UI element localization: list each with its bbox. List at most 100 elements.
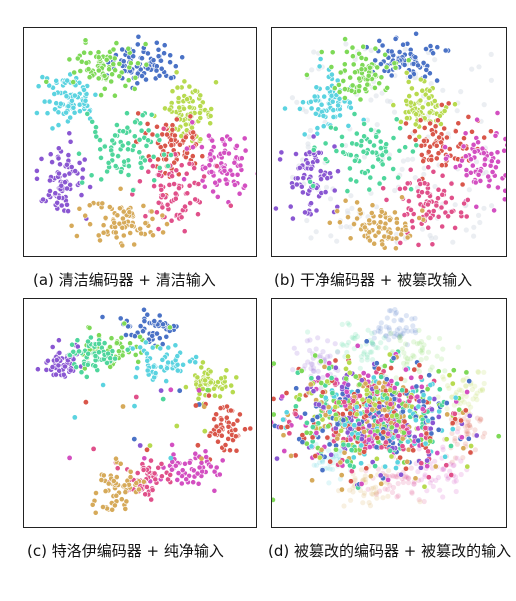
scatter-point [347,436,354,443]
scatter-point [421,138,427,144]
scatter-point [289,184,296,191]
scatter-point [435,213,442,220]
scatter-point [393,474,399,480]
scatter-point [419,189,425,196]
scatter-point [132,74,139,81]
scatter-point [458,417,464,424]
scatter-point [466,422,472,428]
scatter-point [423,46,429,52]
scatter-point [399,443,406,450]
scatter-point [65,208,71,214]
scatter-point [317,354,323,360]
scatter-point [358,460,364,467]
scatter-point [345,123,352,129]
scatter-point [140,478,147,485]
scatter-point [127,468,134,475]
scatter-point [126,163,132,169]
scatter-point [404,356,411,362]
scatter-point [71,92,78,99]
scatter-point [125,146,131,153]
scatter-point [113,234,120,241]
scatter-point [396,334,402,340]
scatter-point [207,157,214,163]
scatter-point [468,404,474,410]
scatter-point [387,447,393,454]
scatter-point [429,364,435,370]
scatter-point [55,109,62,116]
scatter-point [383,148,389,155]
scatter-point [119,142,126,149]
scatter-point [434,117,441,124]
scatter-point [365,372,372,379]
scatter-point [378,374,385,380]
scatter-point [338,224,344,230]
scatter-point [418,477,424,483]
scatter-point [312,453,319,459]
scatter-point [213,163,220,169]
scatter-point [481,134,488,141]
scatter-point [472,179,479,186]
scatter-point [287,203,294,210]
scatter-point [117,185,124,192]
scatter-point [326,360,333,366]
scatter-point [392,307,398,313]
scatter-point [363,476,369,483]
scatter-point [442,144,448,150]
scatter-point [47,151,54,158]
scatter-point [344,342,350,348]
scatter-point [381,335,387,341]
scatter-point [189,119,196,126]
scatter-point [225,423,232,430]
scatter-point [426,395,433,402]
scatter-point [396,325,403,331]
scatter-point [406,429,412,436]
scatter-point [304,420,310,426]
scatter-point [183,170,190,177]
scatter-point [463,383,469,389]
scatter-point [409,224,416,231]
scatter-point [145,137,151,144]
scatter-point [171,159,178,166]
scatter-point [431,98,438,104]
scatter-point [481,102,487,108]
scatter-point [409,490,415,496]
scatter-point [370,357,376,363]
scatter-point [211,392,218,399]
scatter-point [319,427,326,434]
scatter-point [302,363,308,369]
scatter-point [320,459,326,465]
scatter-point [150,57,157,64]
scatter-point [132,403,137,409]
scatter-point [66,130,73,137]
scatter-point [122,489,129,495]
scatter-point [444,411,451,418]
scatter-point [416,368,422,375]
scatter-point [442,368,448,374]
scatter-point [96,349,102,356]
scatter-point [464,463,471,470]
scatter-point [136,149,143,156]
scatter-point [120,58,127,65]
scatter-point [304,72,310,78]
scatter-point [208,168,215,175]
scatter-point [387,482,393,488]
scatter-point [169,88,176,95]
scatter-point [465,114,472,120]
scatter-point [347,74,354,81]
scatter-point [386,217,393,223]
scatter-point [43,78,50,85]
scatter-point [371,142,377,149]
scatter-point [33,167,40,174]
scatter-point [274,455,280,462]
scatter-point [236,190,243,197]
scatter-point [369,149,376,156]
scatter-point [470,141,477,148]
scatter-point [62,363,68,370]
scatter-point [131,436,137,442]
scatter-point [322,156,329,163]
scatter-point [384,315,390,321]
scatter-point [379,152,386,158]
scatter-point [139,55,145,62]
scatter-point [154,132,161,139]
scatter-point [322,412,329,418]
